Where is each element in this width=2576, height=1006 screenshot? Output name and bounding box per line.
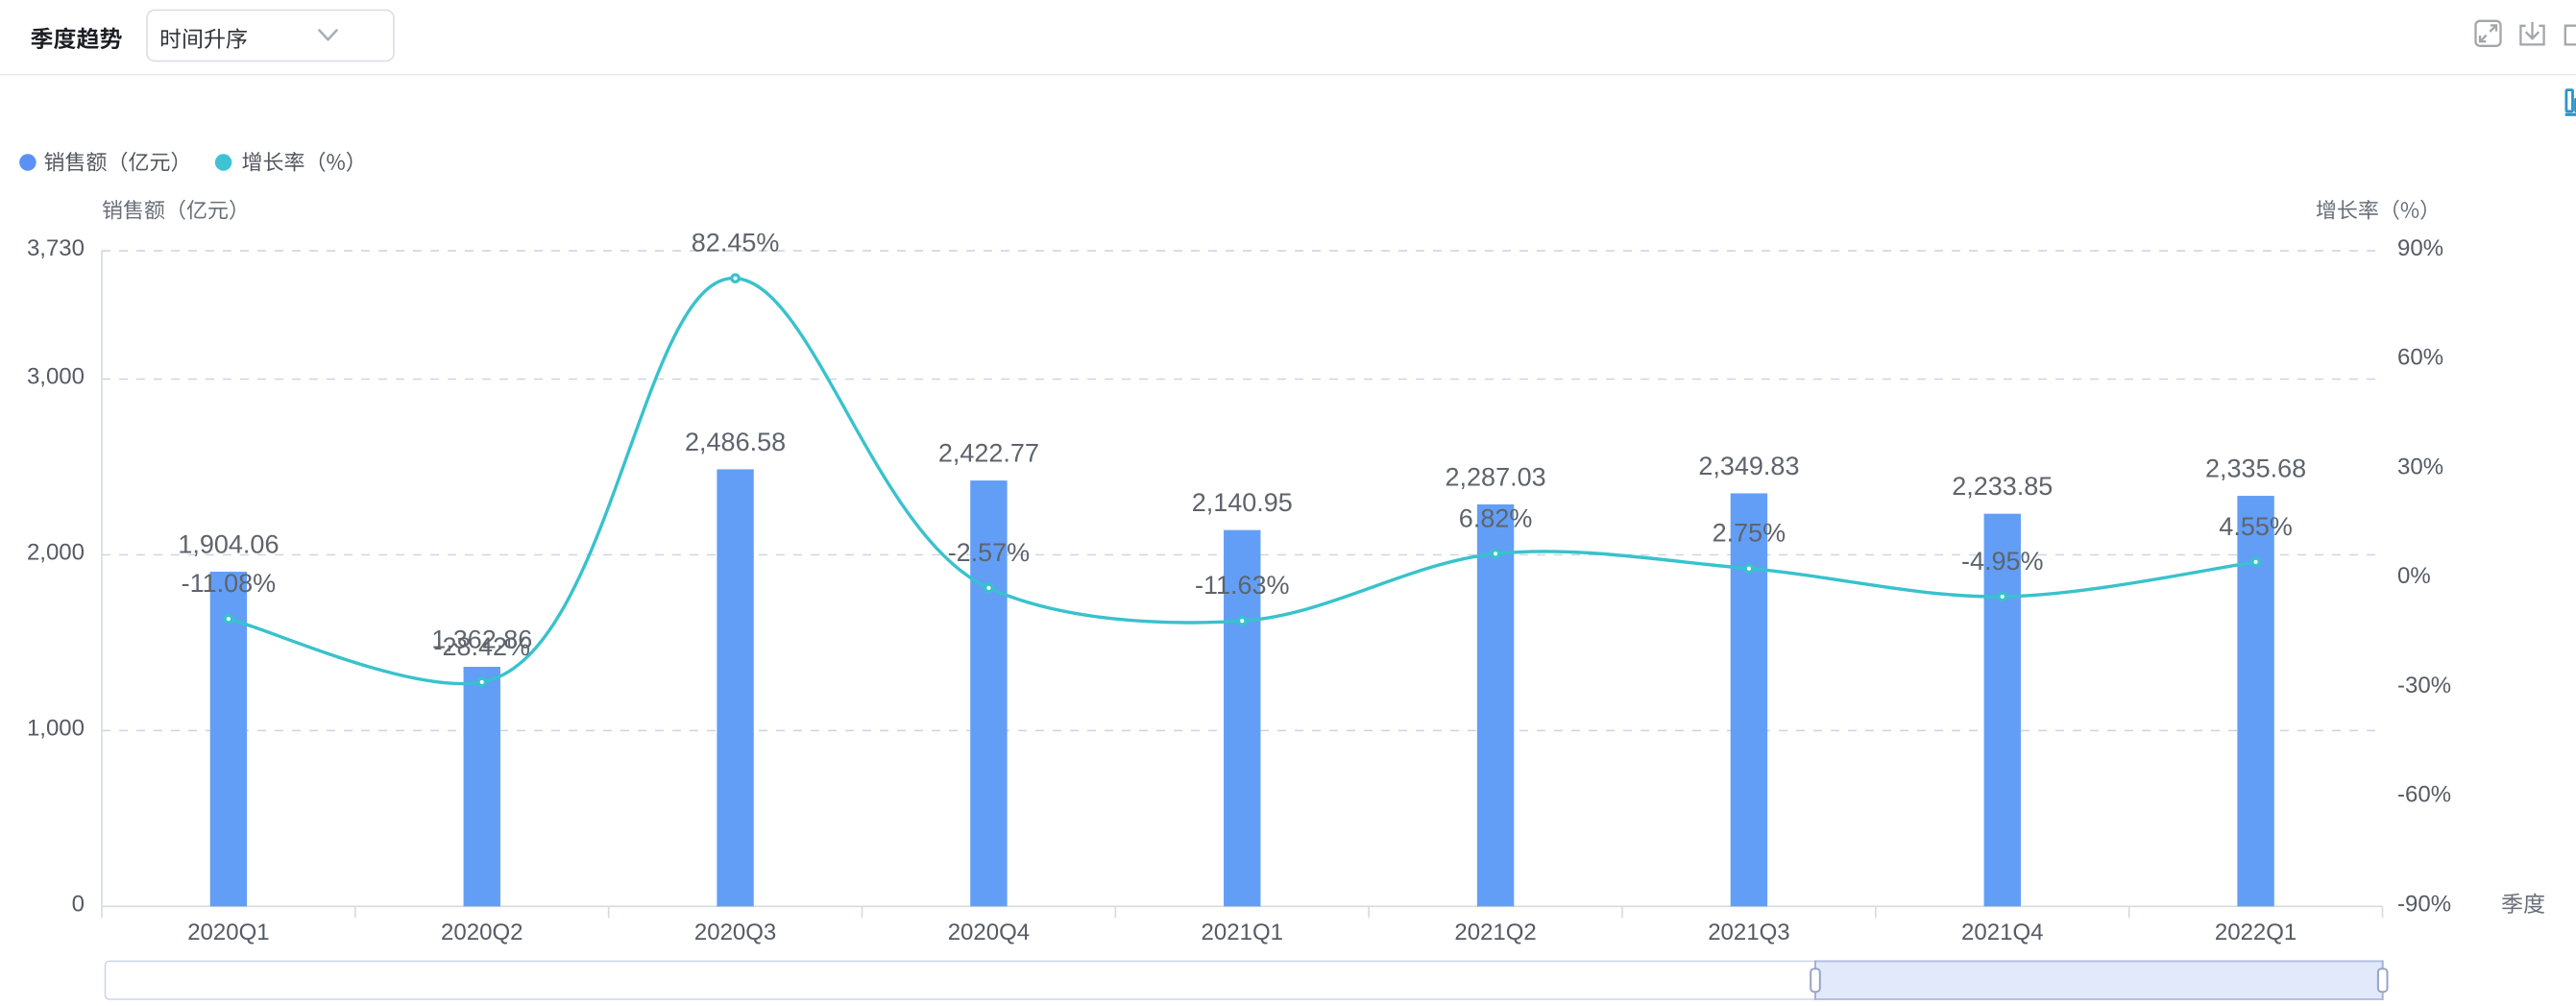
svg-text:2,486.58: 2,486.58	[685, 428, 786, 456]
svg-text:-90%: -90%	[2397, 891, 2451, 917]
svg-text:-2.57%: -2.57%	[948, 538, 1031, 567]
svg-text:0%: 0%	[2397, 563, 2431, 589]
svg-text:3,000: 3,000	[27, 364, 85, 390]
svg-text:2,349.83: 2,349.83	[1698, 452, 1799, 480]
svg-text:4.55%: 4.55%	[2219, 512, 2293, 541]
svg-text:2,000: 2,000	[27, 539, 85, 565]
svg-text:2,233.85: 2,233.85	[1952, 472, 2053, 501]
svg-text:-11.63%: -11.63%	[1195, 571, 1290, 600]
svg-text:-28.42%: -28.42%	[433, 632, 530, 661]
svg-text:2021Q2: 2021Q2	[1454, 920, 1536, 945]
svg-text:2021Q1: 2021Q1	[1202, 920, 1283, 945]
svg-text:82.45%: 82.45%	[692, 229, 780, 258]
svg-text:30%: 30%	[2397, 454, 2443, 479]
svg-text:1,362.86: 1,362.86	[431, 626, 532, 654]
svg-text:2,422.77: 2,422.77	[938, 439, 1039, 468]
svg-text:60%: 60%	[2397, 345, 2443, 371]
svg-text:-30%: -30%	[2397, 673, 2451, 699]
svg-text:2020Q3: 2020Q3	[694, 920, 776, 945]
svg-text:2.75%: 2.75%	[1713, 519, 1786, 548]
svg-text:2,335.68: 2,335.68	[2205, 454, 2306, 483]
svg-text:90%: 90%	[2397, 235, 2443, 261]
svg-text:2020Q1: 2020Q1	[187, 920, 269, 945]
svg-text:-11.08%: -11.08%	[182, 569, 277, 598]
svg-text:1,904.06: 1,904.06	[178, 530, 279, 559]
svg-text:2,140.95: 2,140.95	[1192, 488, 1293, 517]
svg-text:6.82%: 6.82%	[1459, 503, 1533, 532]
svg-text:2020Q4: 2020Q4	[948, 920, 1030, 945]
svg-text:0: 0	[72, 891, 85, 917]
svg-text:3,730: 3,730	[27, 235, 85, 261]
svg-text:-60%: -60%	[2397, 782, 2451, 808]
svg-text:-4.95%: -4.95%	[1961, 547, 2044, 576]
svg-text:2022Q1: 2022Q1	[2215, 920, 2297, 945]
svg-text:2,287.03: 2,287.03	[1446, 462, 1546, 491]
svg-text:2021Q4: 2021Q4	[1961, 920, 2043, 945]
svg-text:2021Q3: 2021Q3	[1708, 920, 1789, 945]
svg-text:1,000: 1,000	[27, 715, 85, 741]
svg-text:2020Q2: 2020Q2	[441, 920, 522, 945]
